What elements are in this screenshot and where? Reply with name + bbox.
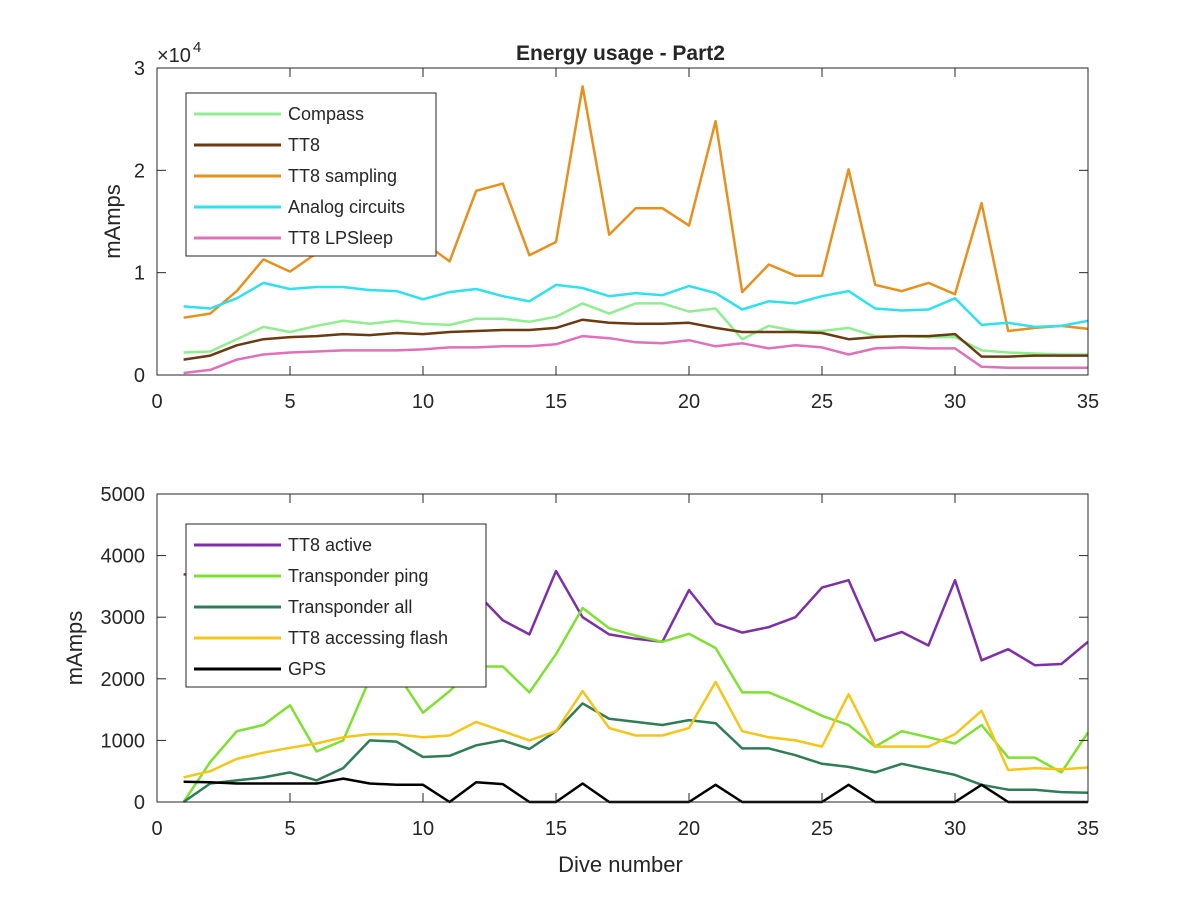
y-tick-label: 3000 (101, 607, 146, 629)
legend-label: TT8 active (288, 535, 372, 555)
x-tick-label: 5 (284, 391, 295, 413)
axes-box (156, 493, 1089, 803)
x-tick-label: 10 (412, 391, 434, 413)
axes-box (156, 67, 1089, 376)
chart-title: Energy usage - Part2 (516, 42, 725, 65)
legend-label: Transponder all (288, 597, 412, 617)
x-tick-label: 15 (545, 391, 567, 413)
legend-label: TT8 (288, 135, 320, 155)
legend: Compass TT8 TT8 sampling Analog circuits TT8… (185, 92, 437, 257)
y-tick-label: 2 (134, 160, 145, 182)
y-tick-label: 2000 (101, 669, 146, 691)
series-line-analog-circuits (183, 281, 1089, 329)
y-tick-label: 0 (134, 365, 145, 387)
x-tick-label: 30 (944, 818, 966, 840)
x-tick-label: 20 (678, 818, 700, 840)
y-tick-label: 0 (134, 792, 145, 814)
x-tick-label: 35 (1077, 391, 1099, 413)
series-line-tt8-accessing-flash (183, 680, 1089, 779)
x-tick-label: 25 (811, 818, 833, 840)
series-line-compass (183, 302, 1088, 356)
x-tick-label: 10 (412, 818, 434, 840)
x-tick-label: 20 (678, 391, 700, 413)
series-line-transponder-ping (182, 606, 1090, 803)
exponent-label: ×10 (157, 45, 191, 67)
top-plot: 0 5 10 15 20 25 30 35 0 1 2 3 mAmps Energy usage - Pa… (100, 39, 1099, 413)
legend-label: TT8 accessing flash (288, 628, 448, 648)
y-tick-label: 3 (134, 58, 145, 80)
x-axis-label: Dive number (558, 852, 683, 877)
legend-label: Compass (288, 104, 364, 124)
y-axis-label: mAmps (100, 184, 125, 259)
legend-label: TT8 LPSleep (288, 228, 393, 248)
x-tick-label: 0 (151, 818, 162, 840)
y-axis-label: mAmps (62, 611, 87, 686)
legend-label: Analog circuits (288, 197, 405, 217)
x-tick-label: 15 (545, 818, 567, 840)
legend-label: GPS (288, 659, 326, 679)
series-line-tt8-lpsleep (183, 334, 1088, 375)
x-tick-label: 25 (811, 391, 833, 413)
legend: TT8 active Transponder ping Transponder al… (185, 523, 487, 688)
x-tick-label: 30 (944, 391, 966, 413)
y-tick-label: 1 (134, 263, 145, 285)
legend-label: TT8 sampling (288, 166, 397, 186)
y-tick-label: 4000 (101, 546, 146, 568)
exponent-power: 4 (193, 39, 201, 56)
x-tick-label: 5 (284, 818, 295, 840)
y-tick-label: 5000 (101, 484, 146, 506)
series-line-transponder-all (182, 702, 1089, 804)
x-tick-label: 0 (151, 391, 162, 413)
bottom-plot: 0 5 10 15 20 25 30 35 0 1000 2000 3000 4000 5000 mAmps… (62, 484, 1099, 877)
series-line-tt8 (183, 318, 1088, 361)
y-tick-label: 1000 (101, 730, 146, 752)
x-tick-label: 35 (1077, 818, 1099, 840)
legend-label: Transponder ping (288, 566, 428, 586)
